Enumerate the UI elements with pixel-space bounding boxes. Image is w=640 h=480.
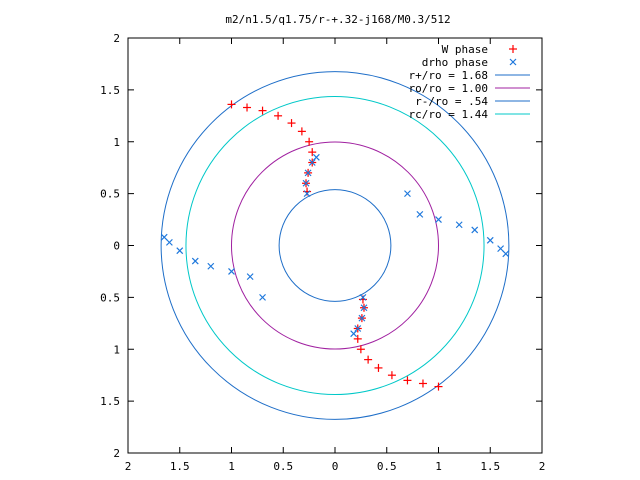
- data-point: [358, 314, 366, 322]
- data-point: [228, 268, 235, 275]
- y-tick-label: 0.5: [100, 291, 120, 304]
- data-point: [403, 376, 412, 385]
- data-point: [354, 325, 362, 332]
- data-point: [353, 334, 362, 343]
- x-axis-ticks: [127, 38, 543, 453]
- y-axis-ticks: [128, 37, 542, 454]
- data-point: [416, 210, 424, 218]
- y-tick-label: 1.5: [100, 395, 120, 408]
- legend-label: ro/ro = 1.00: [409, 82, 488, 95]
- data-point: [502, 250, 510, 258]
- data-point: [360, 304, 368, 312]
- legend-marker: [509, 45, 517, 53]
- data-point: [259, 293, 266, 301]
- x-tick-label: 1: [435, 460, 442, 473]
- series-1: [160, 153, 510, 338]
- circle-2: [278, 189, 392, 302]
- chart-title: m2/n1.5/q1.75/r-+.32-j168/M0.3/512: [225, 13, 450, 26]
- data-point: [356, 345, 365, 354]
- data-point: [176, 247, 184, 255]
- series-0: [227, 100, 443, 391]
- y-tick-label: 0.5: [100, 188, 120, 201]
- legend-label: drho phase: [422, 56, 488, 69]
- legend-marker: [509, 58, 517, 66]
- data-point: [160, 233, 168, 241]
- data-point: [434, 382, 443, 391]
- y-tick-label: 1: [113, 136, 120, 149]
- x-tick-label: 2: [539, 460, 546, 473]
- data-point: [308, 148, 317, 157]
- x-tick-label: 0.5: [377, 460, 397, 473]
- data-point: [207, 262, 215, 270]
- data-point: [246, 273, 254, 281]
- data-point: [297, 127, 306, 136]
- data-point: [258, 106, 267, 115]
- data-point: [165, 238, 173, 246]
- x-axis-tick-labels: 2 1.5 1 0.5 0 0.5 1 1.5 2: [125, 460, 546, 473]
- x-tick-label: 0.5: [273, 460, 293, 473]
- data-point: [455, 221, 463, 229]
- data-point: [364, 355, 373, 364]
- data-point: [486, 236, 494, 244]
- data-point: [304, 169, 312, 177]
- legend-label: r-/ro = .54: [415, 95, 488, 108]
- y-tick-label: 1: [113, 343, 120, 356]
- x-tick-label: 1.5: [480, 460, 500, 473]
- x-tick-label: 1: [228, 460, 235, 473]
- data-point: [243, 103, 252, 112]
- circle-3: [185, 95, 485, 396]
- legend-label: W phase: [442, 43, 488, 56]
- circle-0: [160, 71, 510, 420]
- data-series: [160, 100, 510, 391]
- y-axis-tick-labels: 2 1.5 1 0.5 0 0.5 1 1.5 2: [100, 32, 120, 460]
- data-point: [471, 226, 479, 234]
- y-tick-label: 2: [113, 447, 120, 460]
- data-point: [274, 111, 283, 120]
- y-tick-label: 0: [113, 240, 120, 253]
- circle-1: [231, 141, 439, 350]
- reference-circles: [160, 71, 510, 420]
- data-point: [387, 371, 396, 380]
- data-point: [418, 379, 427, 388]
- data-point: [374, 363, 383, 372]
- x-tick-label: 0: [332, 460, 339, 473]
- legend-label: r+/ro = 1.68: [409, 69, 488, 82]
- data-point: [497, 245, 505, 253]
- data-point: [227, 100, 236, 109]
- y-tick-label: 1.5: [100, 84, 120, 97]
- y-tick-label: 2: [113, 32, 120, 45]
- data-point: [191, 257, 199, 265]
- data-point: [302, 179, 310, 187]
- data-point: [312, 153, 320, 161]
- data-point: [308, 159, 316, 166]
- data-point: [435, 216, 442, 223]
- data-point: [350, 330, 358, 338]
- data-point: [303, 190, 311, 198]
- data-point: [305, 137, 314, 146]
- legend-label: rc/ro = 1.44: [409, 108, 489, 121]
- data-point: [359, 293, 367, 301]
- data-point: [404, 190, 411, 198]
- x-tick-label: 2: [125, 460, 132, 473]
- x-tick-label: 1.5: [170, 460, 190, 473]
- data-point: [287, 119, 296, 128]
